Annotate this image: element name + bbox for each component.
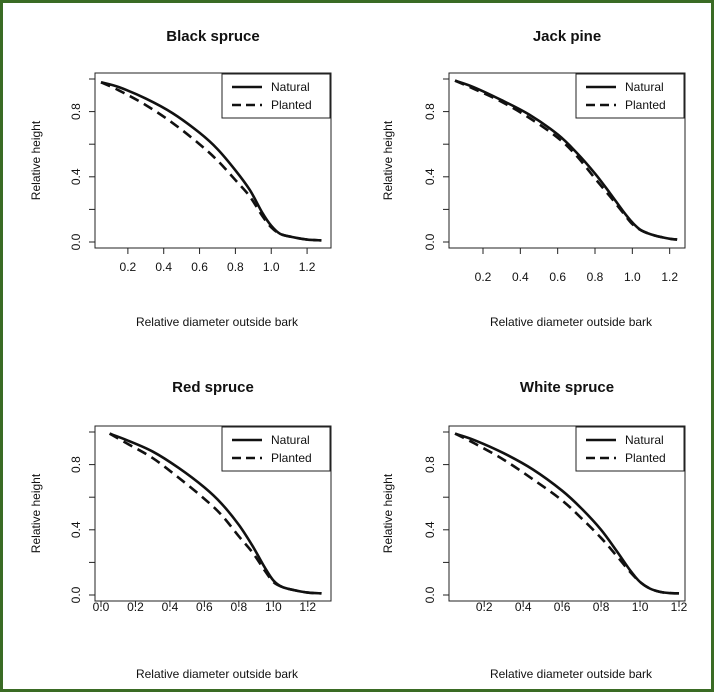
legend-label-planted: Planted xyxy=(625,451,666,465)
x-tick-label: 0.2 xyxy=(127,600,144,614)
y-axis-label: Relative height xyxy=(381,120,395,200)
legend: Natural Planted xyxy=(575,73,685,119)
y-tick-label: 0.0 xyxy=(423,586,437,603)
x-tick-label: 0.4 xyxy=(155,260,172,274)
y-tick-label: 0.4 xyxy=(423,168,437,185)
x-tick-label: 0.8 xyxy=(593,600,610,614)
y-axis-label: Relative height xyxy=(381,473,395,553)
x-tick-label: 0.6 xyxy=(196,600,213,614)
x-axis-label: Relative diameter outside bark xyxy=(490,667,653,681)
y-tick-label: 0.4 xyxy=(423,521,437,538)
series-line-natural xyxy=(100,81,322,242)
y-tick-label: 0.8 xyxy=(423,103,437,120)
x-tick-label: 0.8 xyxy=(227,260,244,274)
x-tick-label: 1.2 xyxy=(299,600,316,614)
legend-label-planted: Planted xyxy=(625,98,666,112)
legend-label-natural: Natural xyxy=(271,433,310,447)
chart-title: Red spruce xyxy=(172,379,254,396)
plot-frame xyxy=(94,425,332,602)
legend-box xyxy=(221,426,331,472)
x-tick-label: 0.2 xyxy=(476,600,493,614)
series-line-planted xyxy=(108,432,322,595)
series-line-planted xyxy=(100,81,322,242)
x-tick-label: 1.0 xyxy=(632,600,649,614)
x-axis-label: Relative diameter outside bark xyxy=(490,315,653,329)
legend-box xyxy=(221,73,331,119)
x-tick-label: 1.0 xyxy=(265,600,282,614)
chart-title: Black spruce xyxy=(166,28,259,45)
x-tick-label: 0.4 xyxy=(162,600,179,614)
y-axis-label: Relative height xyxy=(29,473,43,553)
y-tick-label: 0.8 xyxy=(423,456,437,473)
series-line-planted xyxy=(454,79,678,241)
y-axis-label: Relative height xyxy=(29,120,43,200)
x-tick-label: 1.0 xyxy=(263,260,280,274)
chart-title: Jack pine xyxy=(533,28,601,45)
legend: Natural Planted xyxy=(221,73,331,119)
x-tick-label: 0.6 xyxy=(554,600,571,614)
y-tick-label: 0.0 xyxy=(423,233,437,250)
legend-label-planted: Planted xyxy=(271,451,312,465)
plot-frame xyxy=(448,72,686,249)
legend-label-natural: Natural xyxy=(625,433,664,447)
x-tick-label: 0.2 xyxy=(120,260,137,274)
chart-panel-1: Black spruce 0.2 0.4 0.6 0.8 1.0 1.2 0.0 0.4 0.8 R… xyxy=(29,28,332,329)
x-tick-label: 1.2 xyxy=(299,260,316,274)
x-tick-label: 1.2 xyxy=(671,600,688,614)
y-tick-label: 0.8 xyxy=(69,103,83,120)
x-tick-label: 0.2 xyxy=(475,270,492,284)
y-tick-label: 0.0 xyxy=(69,233,83,250)
x-tick-label: 1.0 xyxy=(624,270,641,284)
y-tick-label: 0.8 xyxy=(69,456,83,473)
y-tick-label: 0.0 xyxy=(69,586,83,603)
x-tick-label: 0.4 xyxy=(512,270,529,284)
y-tick-label: 0.4 xyxy=(69,168,83,185)
legend-box xyxy=(575,426,685,472)
legend-label-planted: Planted xyxy=(271,98,312,112)
x-tick-label: 0.8 xyxy=(587,270,604,284)
y-tick-label: 0.4 xyxy=(69,521,83,538)
plot-frame xyxy=(94,72,332,249)
series-line-planted xyxy=(454,432,680,595)
legend-box xyxy=(575,73,685,119)
x-axis-label: Relative diameter outside bark xyxy=(136,667,299,681)
x-tick-label: 0.0 xyxy=(93,600,110,614)
legend: Natural Planted xyxy=(221,426,331,472)
x-tick-label: 0.4 xyxy=(515,600,532,614)
plot-frame xyxy=(448,425,686,602)
x-tick-label: 0.8 xyxy=(231,600,248,614)
legend-label-natural: Natural xyxy=(625,80,664,94)
chart-panel-2: Jack pine 0.2 0.4 0.6 0.8 1.0 1.2 0.0 0.4 0.8 Rela… xyxy=(381,28,686,329)
chart-title: White spruce xyxy=(520,379,614,396)
legend: Natural Planted xyxy=(575,426,685,472)
x-tick-label: 0.6 xyxy=(549,270,566,284)
chart-panel-4: White spruce 0.2 0.4 0.6 0.8 1.0 1.2 0.0 0.4 0.8 R… xyxy=(381,379,688,681)
legend-label-natural: Natural xyxy=(271,80,310,94)
chart-panel-3: Red spruce 0.0 0.2 0.4 0.6 0.8 1.0 1.2 0.0 0.4 0.8… xyxy=(29,379,332,681)
x-tick-label: 0.6 xyxy=(191,260,208,274)
x-axis-label: Relative diameter outside bark xyxy=(136,315,299,329)
x-tick-label: 1.2 xyxy=(661,270,678,284)
